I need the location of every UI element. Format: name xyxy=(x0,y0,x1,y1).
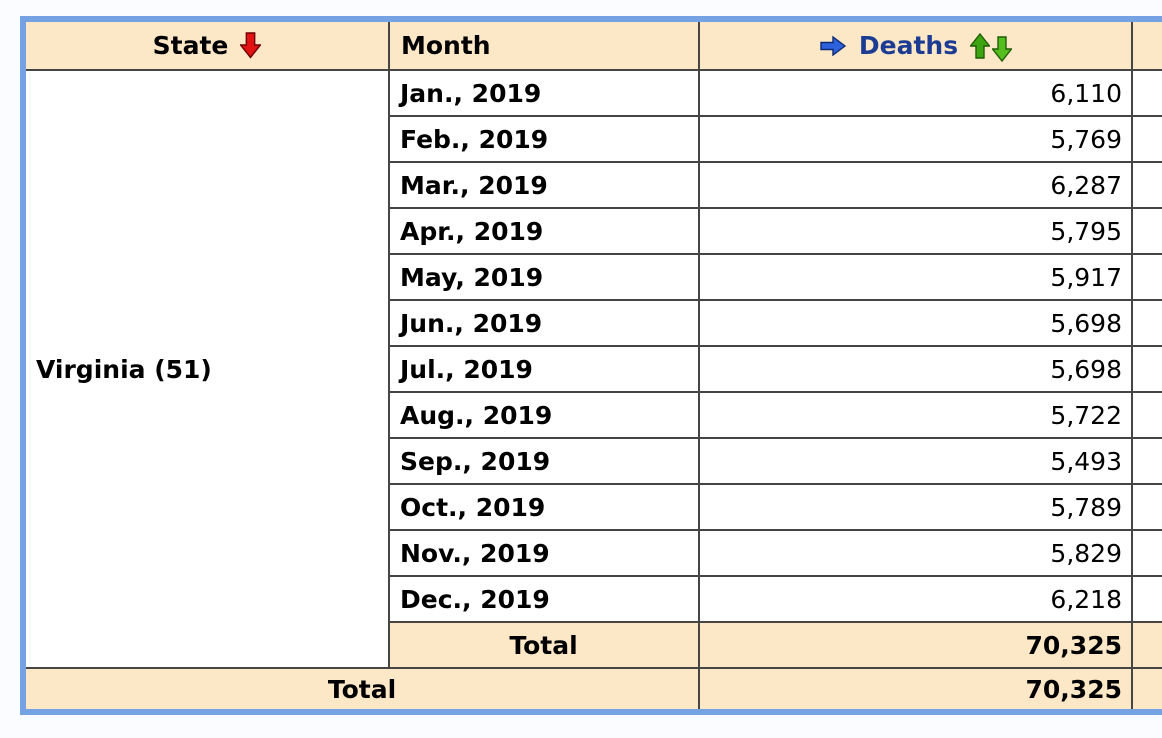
month-row: Mar., 2019 6,287 xyxy=(26,161,1162,209)
month-row: Apr., 2019 5,795 xyxy=(26,207,1162,255)
clipped-cell xyxy=(1131,483,1162,531)
column-header-clipped xyxy=(1131,22,1162,71)
deaths-cell: 6,110 xyxy=(698,69,1133,117)
month-cell: Mar., 2019 xyxy=(388,161,700,209)
clipped-cell xyxy=(1131,529,1162,577)
column-header-month[interactable]: Month xyxy=(388,22,700,71)
month-cell: Sep., 2019 xyxy=(388,437,700,485)
header-row: State Month De xyxy=(26,22,1162,71)
month-row: Oct., 2019 5,789 xyxy=(26,483,1162,531)
month-cell: Feb., 2019 xyxy=(388,115,700,163)
deaths-cell: 6,287 xyxy=(698,161,1133,209)
month-row: May, 2019 5,917 xyxy=(26,253,1162,301)
month-cell: May, 2019 xyxy=(388,253,700,301)
clipped-cell xyxy=(1131,391,1162,439)
group-total-deaths: 70,325 xyxy=(698,621,1133,669)
clipped-cell xyxy=(1131,207,1162,255)
deaths-cell: 5,795 xyxy=(698,207,1133,255)
sort-descending-green-icon[interactable] xyxy=(992,35,1013,62)
grand-total-row: Total 70,325 xyxy=(26,667,1162,709)
group-total-label: Total xyxy=(388,621,700,669)
month-row: Sep., 2019 5,493 xyxy=(26,437,1162,485)
month-row: Aug., 2019 5,722 xyxy=(26,391,1162,439)
month-cell: Jan., 2019 xyxy=(388,69,700,117)
state-group-cell: Virginia (51) xyxy=(26,69,390,669)
clipped-cell xyxy=(1131,575,1162,623)
clipped-cell xyxy=(1131,345,1162,393)
deaths-cell: 5,917 xyxy=(698,253,1133,301)
clipped-cell xyxy=(1131,299,1162,347)
month-row: Virginia (51) Jan., 2019 6,110 xyxy=(26,69,1162,669)
results-table: State Month De xyxy=(26,22,1162,709)
month-header-label: Month xyxy=(401,31,491,60)
results-table-container: State Month De xyxy=(20,16,1162,715)
month-cell: Aug., 2019 xyxy=(388,391,700,439)
deaths-cell: 5,769 xyxy=(698,115,1133,163)
sort-ascending-icon[interactable] xyxy=(970,32,991,59)
month-cell: Jul., 2019 xyxy=(388,345,700,393)
deaths-cell: 5,698 xyxy=(698,299,1133,347)
clipped-cell xyxy=(1131,253,1162,301)
clipped-cell xyxy=(1131,667,1162,709)
deaths-cell: 5,698 xyxy=(698,345,1133,393)
table-body: Virginia (51) Jan., 2019 6,110 Feb., 2019 5,… xyxy=(26,69,1162,709)
state-header-label: State xyxy=(152,31,229,60)
grand-total-label: Total xyxy=(26,667,700,709)
month-cell: Nov., 2019 xyxy=(388,529,700,577)
month-row: Jun., 2019 5,698 xyxy=(26,299,1162,347)
blue-right-arrow-icon[interactable] xyxy=(819,35,847,56)
deaths-cell: 5,789 xyxy=(698,483,1133,531)
month-cell: Jun., 2019 xyxy=(388,299,700,347)
column-header-state[interactable]: State xyxy=(26,22,390,71)
clipped-cell xyxy=(1131,161,1162,209)
month-row: Dec., 2019 6,218 xyxy=(26,575,1162,623)
deaths-cell: 6,218 xyxy=(698,575,1133,623)
deaths-cell: 5,493 xyxy=(698,437,1133,485)
column-header-deaths[interactable]: Deaths xyxy=(698,22,1133,71)
deaths-cell: 5,829 xyxy=(698,529,1133,577)
month-cell: Dec., 2019 xyxy=(388,575,700,623)
deaths-header-label: Deaths xyxy=(858,31,959,60)
deaths-cell: 5,722 xyxy=(698,391,1133,439)
month-row: Nov., 2019 5,829 xyxy=(26,529,1162,577)
month-row: Jul., 2019 5,698 xyxy=(26,345,1162,393)
sort-descending-icon[interactable] xyxy=(240,32,262,59)
clipped-cell xyxy=(1131,69,1162,117)
group-total-row: Total 70,325 xyxy=(26,621,1162,669)
clipped-cell xyxy=(1131,437,1162,485)
clipped-cell xyxy=(1131,115,1162,163)
clipped-cell xyxy=(1131,621,1162,669)
month-cell: Apr., 2019 xyxy=(388,207,700,255)
month-row: Feb., 2019 5,769 xyxy=(26,115,1162,163)
month-cell: Oct., 2019 xyxy=(388,483,700,531)
grand-total-deaths: 70,325 xyxy=(698,667,1133,709)
